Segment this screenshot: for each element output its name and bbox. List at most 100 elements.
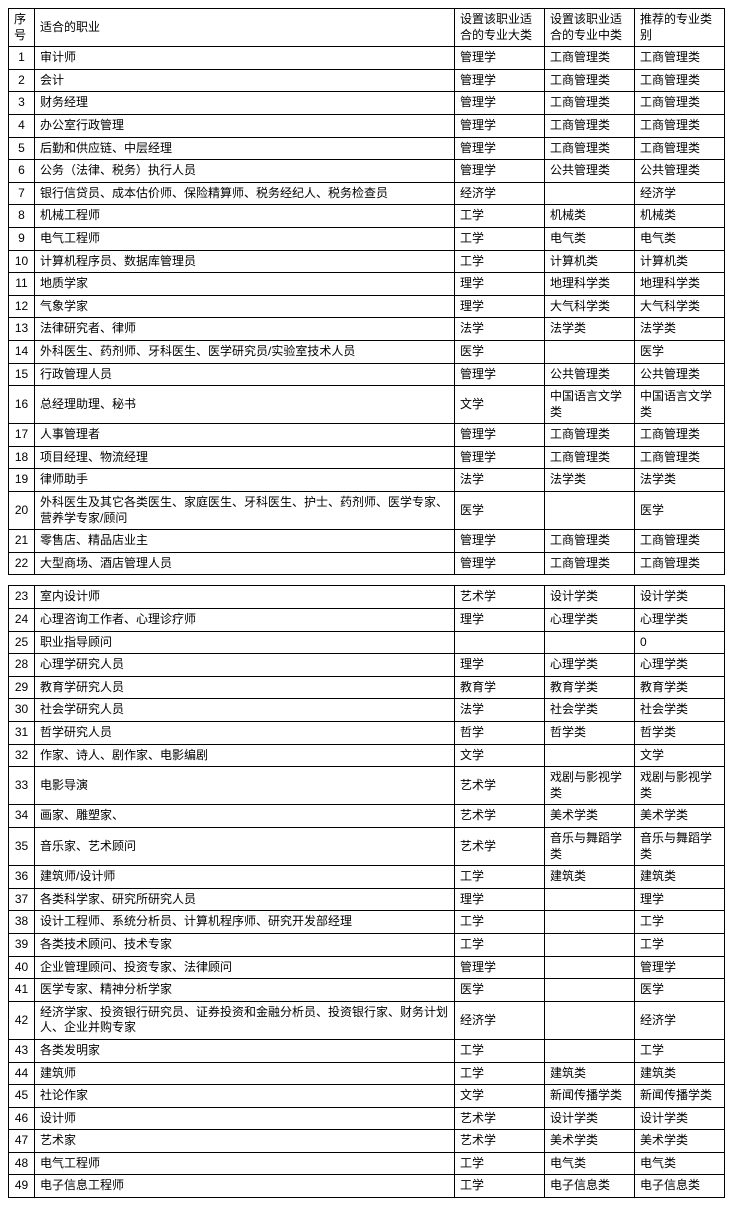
- cell-job: 后勤和供应链、中层经理: [35, 137, 455, 160]
- table-row: 49电子信息工程师工学电子信息类电子信息类: [9, 1175, 725, 1198]
- cell-major: 艺术学: [455, 586, 545, 609]
- cell-job: 计算机程序员、数据库管理员: [35, 250, 455, 273]
- table-row: 3财务经理管理学工商管理类工商管理类: [9, 92, 725, 115]
- table-row: 41医学专家、精神分析学家医学医学: [9, 979, 725, 1002]
- cell-rec: 文学: [635, 744, 725, 767]
- cell-rec: 工商管理类: [635, 47, 725, 70]
- cell-middle: [545, 631, 635, 654]
- cell-major: 艺术学: [455, 827, 545, 865]
- cell-num: 3: [9, 92, 35, 115]
- cell-middle: [545, 888, 635, 911]
- cell-middle: 工商管理类: [545, 446, 635, 469]
- cell-middle: [545, 340, 635, 363]
- cell-middle: 工商管理类: [545, 530, 635, 553]
- table-row: 30社会学研究人员法学社会学类社会学类: [9, 699, 725, 722]
- table-row: 9电气工程师工学电气类电气类: [9, 227, 725, 250]
- cell-major: 管理学: [455, 446, 545, 469]
- cell-num: 49: [9, 1175, 35, 1198]
- cell-job: 公务（法律、税务）执行人员: [35, 160, 455, 183]
- cell-num: 13: [9, 318, 35, 341]
- cell-job: 社论作家: [35, 1085, 455, 1108]
- table-row: 47艺术家艺术学美术学类美术学类: [9, 1130, 725, 1153]
- cell-job: 设计工程师、系统分析员、计算机程序师、研究开发部经理: [35, 911, 455, 934]
- cell-rec: 电气类: [635, 227, 725, 250]
- cell-job: 机械工程师: [35, 205, 455, 228]
- table-row: 22大型商场、酒店管理人员管理学工商管理类工商管理类: [9, 552, 725, 575]
- cell-middle: 机械类: [545, 205, 635, 228]
- table-row: 7银行信贷员、成本估价师、保险精算师、税务经纪人、税务检查员经济学经济学: [9, 182, 725, 205]
- cell-rec: 机械类: [635, 205, 725, 228]
- cell-rec: 工学: [635, 933, 725, 956]
- cell-rec: 美术学类: [635, 805, 725, 828]
- cell-job: 室内设计师: [35, 586, 455, 609]
- cell-num: 11: [9, 273, 35, 296]
- cell-job: 经济学家、投资银行研究员、证券投资和金融分析员、投资银行家、财务计划人、企业并购…: [35, 1001, 455, 1039]
- table-row: 2会计管理学工商管理类工商管理类: [9, 69, 725, 92]
- table-row: 6公务（法律、税务）执行人员管理学公共管理类公共管理类: [9, 160, 725, 183]
- cell-middle: [545, 911, 635, 934]
- cell-num: 45: [9, 1085, 35, 1108]
- cell-num: 30: [9, 699, 35, 722]
- cell-rec: 戏剧与影视学类: [635, 767, 725, 805]
- cell-major: 艺术学: [455, 1130, 545, 1153]
- cell-job: 电影导演: [35, 767, 455, 805]
- cell-rec: 新闻传播学类: [635, 1085, 725, 1108]
- cell-job: 心理咨询工作者、心理诊疗师: [35, 609, 455, 632]
- table-body: 1审计师管理学工商管理类工商管理类2会计管理学工商管理类工商管理类3财务经理管理…: [9, 47, 725, 1198]
- cell-major: 理学: [455, 654, 545, 677]
- cell-middle: 大气科学类: [545, 295, 635, 318]
- cell-rec: 设计学类: [635, 586, 725, 609]
- cell-num: 19: [9, 469, 35, 492]
- cell-rec: 工商管理类: [635, 424, 725, 447]
- cell-middle: 地理科学类: [545, 273, 635, 296]
- cell-num: 28: [9, 654, 35, 677]
- cell-major: 法学: [455, 469, 545, 492]
- cell-num: 40: [9, 956, 35, 979]
- cell-major: 管理学: [455, 552, 545, 575]
- cell-rec: 工商管理类: [635, 552, 725, 575]
- cell-rec: 医学: [635, 979, 725, 1002]
- cell-major: 工学: [455, 1175, 545, 1198]
- cell-major: 管理学: [455, 160, 545, 183]
- table-row: 20外科医生及其它各类医生、家庭医生、牙科医生、护士、药剂师、医学专家、营养学专…: [9, 492, 725, 530]
- cell-major: 法学: [455, 699, 545, 722]
- cell-num: 22: [9, 552, 35, 575]
- cell-major: 艺术学: [455, 805, 545, 828]
- cell-num: 24: [9, 609, 35, 632]
- cell-num: 7: [9, 182, 35, 205]
- table-row: 42经济学家、投资银行研究员、证券投资和金融分析员、投资银行家、财务计划人、企业…: [9, 1001, 725, 1039]
- cell-middle: 社会学类: [545, 699, 635, 722]
- table-row: 44建筑师工学建筑类建筑类: [9, 1062, 725, 1085]
- cell-num: 8: [9, 205, 35, 228]
- cell-job: 总经理助理、秘书: [35, 386, 455, 424]
- cell-middle: [545, 1001, 635, 1039]
- cell-rec: 计算机类: [635, 250, 725, 273]
- cell-rec: 工商管理类: [635, 530, 725, 553]
- cell-major: 教育学: [455, 676, 545, 699]
- cell-job: 律师助手: [35, 469, 455, 492]
- table-row: 17人事管理者管理学工商管理类工商管理类: [9, 424, 725, 447]
- cell-major: 理学: [455, 609, 545, 632]
- cell-rec: 工商管理类: [635, 69, 725, 92]
- cell-num: 20: [9, 492, 35, 530]
- cell-major: 艺术学: [455, 767, 545, 805]
- table-row: 35音乐家、艺术顾问艺术学音乐与舞蹈学类音乐与舞蹈学类: [9, 827, 725, 865]
- cell-num: 9: [9, 227, 35, 250]
- cell-major: 工学: [455, 866, 545, 889]
- cell-major: 管理学: [455, 530, 545, 553]
- table-row: 45社论作家文学新闻传播学类新闻传播学类: [9, 1085, 725, 1108]
- cell-rec: 0: [635, 631, 725, 654]
- cell-rec: 教育学类: [635, 676, 725, 699]
- table-row: 19律师助手法学法学类法学类: [9, 469, 725, 492]
- cell-num: 48: [9, 1152, 35, 1175]
- cell-middle: 建筑类: [545, 866, 635, 889]
- cell-job: 建筑师/设计师: [35, 866, 455, 889]
- cell-num: 42: [9, 1001, 35, 1039]
- cell-job: 哲学研究人员: [35, 722, 455, 745]
- cell-middle: 设计学类: [545, 586, 635, 609]
- cell-middle: 公共管理类: [545, 363, 635, 386]
- table-header-row: 序号 适合的职业 设置该职业适合的专业大类 设置该职业适合的专业中类 推荐的专业…: [9, 9, 725, 47]
- cell-middle: 工商管理类: [545, 114, 635, 137]
- header-rec: 推荐的专业类别: [635, 9, 725, 47]
- career-major-table: 序号 适合的职业 设置该职业适合的专业大类 设置该职业适合的专业中类 推荐的专业…: [8, 8, 725, 1198]
